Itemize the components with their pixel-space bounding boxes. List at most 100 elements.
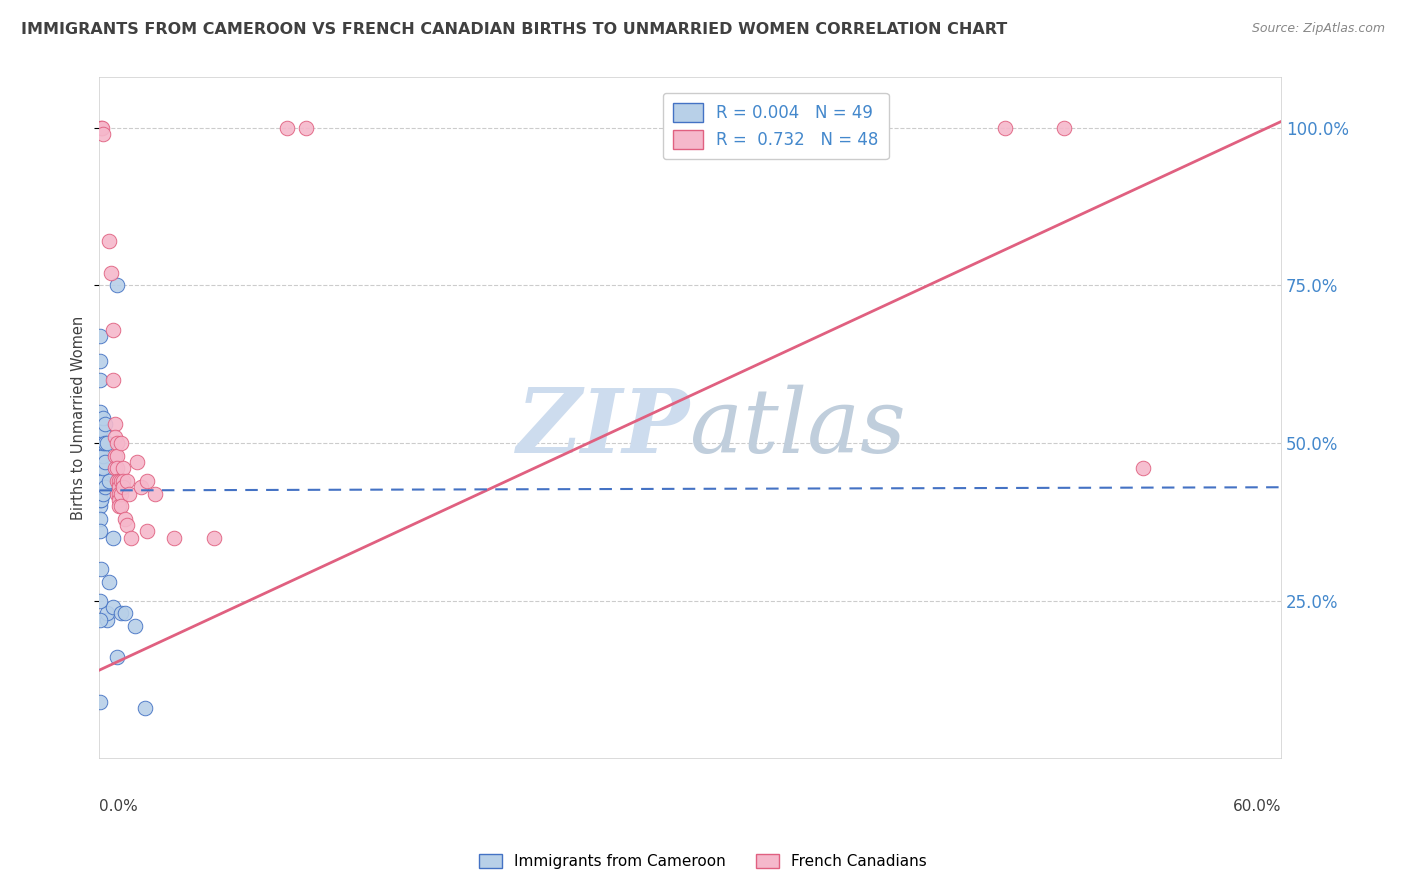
Point xyxy=(124,619,146,633)
Point xyxy=(90,474,112,488)
Text: ZIP: ZIP xyxy=(517,384,690,471)
Point xyxy=(96,607,118,621)
Point xyxy=(90,436,112,450)
Text: 0.0%: 0.0% xyxy=(100,799,138,814)
Point xyxy=(89,480,111,494)
Point xyxy=(110,607,132,621)
Point xyxy=(115,474,138,488)
Point xyxy=(89,373,111,387)
Point xyxy=(108,492,131,507)
Point xyxy=(103,531,125,545)
Point xyxy=(108,480,131,494)
Point xyxy=(110,499,132,513)
Point xyxy=(90,492,112,507)
Point xyxy=(94,417,117,432)
Point xyxy=(108,486,131,500)
Point xyxy=(89,524,111,539)
Point xyxy=(91,120,114,135)
Point xyxy=(96,436,118,450)
Point xyxy=(115,518,138,533)
Point xyxy=(110,486,132,500)
Point xyxy=(105,486,128,500)
Point xyxy=(110,474,132,488)
Point xyxy=(163,531,186,545)
Point xyxy=(93,449,115,463)
Point xyxy=(104,449,127,463)
Point xyxy=(98,235,121,249)
Point xyxy=(89,499,111,513)
Point xyxy=(103,323,125,337)
Point xyxy=(134,701,156,715)
Point xyxy=(90,480,112,494)
Point xyxy=(104,430,127,444)
Point xyxy=(96,613,118,627)
Point xyxy=(98,574,121,589)
Point xyxy=(112,480,135,494)
Point xyxy=(276,120,298,135)
Point xyxy=(93,436,115,450)
Point xyxy=(89,486,111,500)
Point xyxy=(104,461,127,475)
Point xyxy=(89,449,111,463)
Point xyxy=(1053,120,1076,135)
Point xyxy=(90,120,112,135)
Point xyxy=(100,266,122,280)
Point xyxy=(89,695,111,709)
Point xyxy=(120,531,142,545)
Point xyxy=(108,474,131,488)
Point xyxy=(90,449,112,463)
Point xyxy=(93,424,115,438)
Point xyxy=(93,461,115,475)
Legend: R = 0.004   N = 49, R =  0.732   N = 48: R = 0.004 N = 49, R = 0.732 N = 48 xyxy=(664,93,889,160)
Point xyxy=(114,512,136,526)
Text: Source: ZipAtlas.com: Source: ZipAtlas.com xyxy=(1251,22,1385,36)
Point xyxy=(89,613,111,627)
Point xyxy=(90,562,112,576)
Legend: Immigrants from Cameroon, French Canadians: Immigrants from Cameroon, French Canadia… xyxy=(472,848,934,875)
Point xyxy=(89,492,111,507)
Point xyxy=(112,474,135,488)
Text: 60.0%: 60.0% xyxy=(1233,799,1281,814)
Point xyxy=(89,424,111,438)
Point xyxy=(94,455,117,469)
Point xyxy=(129,480,152,494)
Point xyxy=(118,486,141,500)
Point xyxy=(89,436,111,450)
Point xyxy=(143,486,166,500)
Point xyxy=(94,480,117,494)
Point xyxy=(93,127,115,141)
Y-axis label: Births to Unmarried Women: Births to Unmarried Women xyxy=(72,316,86,520)
Point xyxy=(93,474,115,488)
Point xyxy=(89,329,111,343)
Point xyxy=(93,410,115,425)
Point xyxy=(114,607,136,621)
Point xyxy=(105,436,128,450)
Point xyxy=(105,449,128,463)
Point xyxy=(105,278,128,293)
Point xyxy=(135,524,157,539)
Text: IMMIGRANTS FROM CAMEROON VS FRENCH CANADIAN BIRTHS TO UNMARRIED WOMEN CORRELATIO: IMMIGRANTS FROM CAMEROON VS FRENCH CANAD… xyxy=(21,22,1007,37)
Point xyxy=(125,455,148,469)
Point xyxy=(104,417,127,432)
Point xyxy=(105,461,128,475)
Point xyxy=(105,650,128,665)
Point xyxy=(89,474,111,488)
Point xyxy=(105,474,128,488)
Point xyxy=(103,600,125,615)
Point xyxy=(89,593,111,607)
Point xyxy=(89,512,111,526)
Point xyxy=(110,436,132,450)
Point xyxy=(135,474,157,488)
Point xyxy=(994,120,1017,135)
Point xyxy=(89,461,111,475)
Point xyxy=(93,486,115,500)
Point xyxy=(202,531,225,545)
Point xyxy=(108,499,131,513)
Point xyxy=(718,120,741,135)
Text: atlas: atlas xyxy=(690,384,905,472)
Point xyxy=(94,436,117,450)
Point xyxy=(90,461,112,475)
Point xyxy=(103,373,125,387)
Point xyxy=(89,404,111,418)
Point xyxy=(89,354,111,368)
